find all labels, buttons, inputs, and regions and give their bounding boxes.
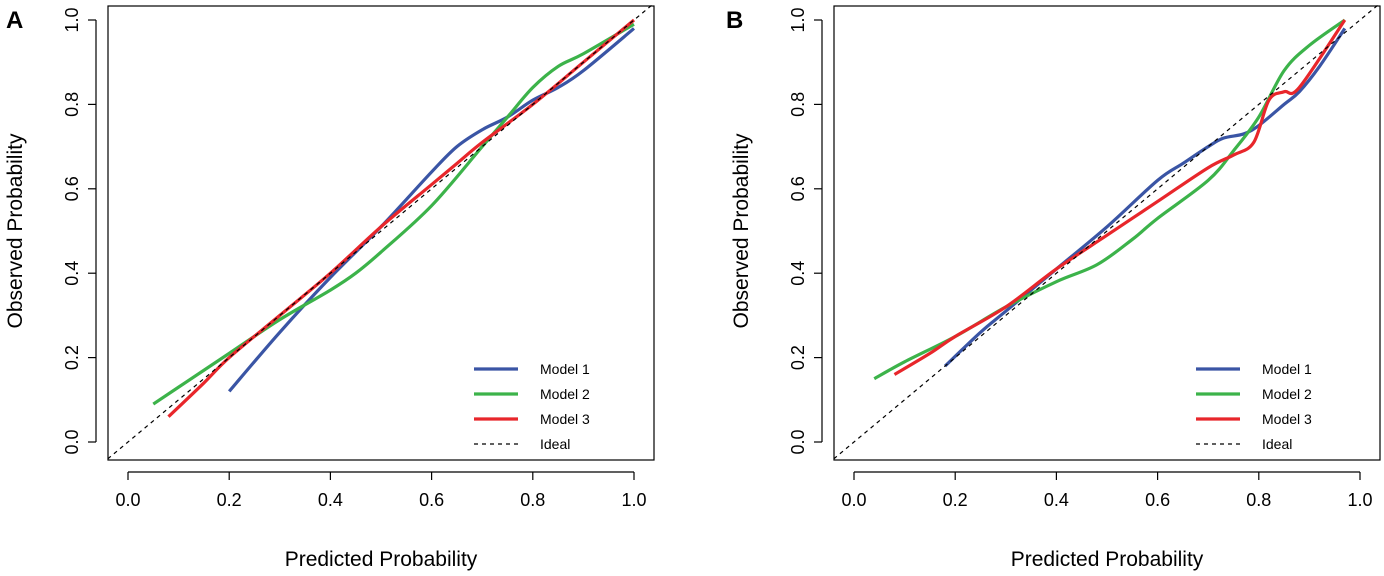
x-tick-label-b-3: 0.6	[1145, 490, 1170, 510]
x-axis-ticks-b: 0.0 0.2 0.4 0.6 0.8 1.0	[841, 472, 1373, 510]
y-tick-label-b-2: 0.4	[788, 261, 808, 286]
panel-label-a: A	[6, 7, 23, 34]
plot-area-a	[107, 2, 655, 460]
y-tick-label-a-3: 0.6	[62, 176, 82, 201]
x-tick-label-a-3: 0.6	[419, 490, 444, 510]
y-tick-label-b-3: 0.6	[788, 176, 808, 201]
series-line-ideal-b	[833, 2, 1381, 460]
x-axis-ticks-a: 0.0 0.2 0.4 0.6 0.8 1.0	[115, 472, 647, 510]
legend-label-model-1-a: Model 1	[540, 361, 590, 377]
series-line-model-3-b	[893, 19, 1347, 376]
series-line-model-2-b	[873, 18, 1346, 381]
series-line-model-2-a	[152, 22, 635, 406]
series-line-ideal-a	[107, 2, 655, 460]
plot-area-b	[833, 2, 1381, 460]
legend-label-model-2-a: Model 2	[540, 386, 590, 402]
y-axis-ticks-b: 0.0 0.2 0.4 0.6 0.8 1.0	[788, 7, 822, 455]
series-line-model-1-b	[943, 27, 1347, 368]
y-tick-label-b-0: 0.0	[788, 429, 808, 454]
calibration-plot-a: A 0.0 0.2 0.4 0.6 0.8 1.0 0.00.20.40.60.81.0 …	[4, 2, 655, 571]
calibration-plot-b: B 0.0 0.2 0.4 0.6 0.8 1.0 0.00.20.40.60.81.0 …	[726, 2, 1381, 571]
y-axis-ticks-a: 0.0 0.2 0.4 0.6 0.8 1.0	[62, 7, 96, 455]
x-tick-label-a-4: 0.8	[520, 490, 545, 510]
x-tick-label-a-1: 0.2	[217, 490, 242, 510]
x-tick-label-b-1: 0.2	[943, 490, 968, 510]
series-line-model-3-a	[167, 18, 636, 418]
series-line-model-1-a	[227, 27, 636, 393]
legend-label-model-3-b: Model 3	[1262, 411, 1312, 427]
y-tick-label-b-5: 1.0	[788, 7, 808, 32]
y-tick-label-a-4: 0.8	[62, 92, 82, 117]
panel-label-b: B	[726, 7, 743, 34]
x-tick-label-b-5: 1.0	[1347, 490, 1372, 510]
legend-label-ideal-a: Ideal	[540, 436, 570, 452]
x-tick-label-a-5: 1.0	[621, 490, 646, 510]
x-tick-label-a-0: 0.0	[115, 490, 140, 510]
x-axis-title-b: Predicted Probability	[1011, 548, 1204, 571]
y-axis-title-b: Observed Probability	[730, 133, 753, 328]
y-tick-label-b-1: 0.2	[788, 345, 808, 370]
legend-a: Model 1 Model 2 Model 3 Ideal	[474, 361, 590, 452]
x-tick-label-b-0: 0.0	[841, 490, 866, 510]
legend-label-ideal-b: Ideal	[1262, 436, 1292, 452]
y-tick-label-a-5: 1.0	[62, 7, 82, 32]
legend-b: Model 1 Model 2 Model 3 Ideal	[1196, 361, 1312, 452]
y-axis-title-a: Observed Probability	[4, 133, 27, 328]
y-tick-label-a-1: 0.2	[62, 345, 82, 370]
plot-frame-a	[107, 5, 655, 461]
x-axis-title-a: Predicted Probability	[285, 548, 478, 571]
legend-label-model-3-a: Model 3	[540, 411, 590, 427]
legend-label-model-2-b: Model 2	[1262, 386, 1312, 402]
x-tick-label-b-2: 0.4	[1044, 490, 1069, 510]
y-tick-label-a-0: 0.0	[62, 429, 82, 454]
x-tick-label-a-2: 0.4	[318, 490, 343, 510]
x-tick-label-b-4: 0.8	[1246, 490, 1271, 510]
y-tick-label-b-4: 0.8	[788, 92, 808, 117]
y-tick-label-a-2: 0.4	[62, 261, 82, 286]
legend-label-model-1-b: Model 1	[1262, 361, 1312, 377]
plot-frame-b	[833, 5, 1381, 461]
